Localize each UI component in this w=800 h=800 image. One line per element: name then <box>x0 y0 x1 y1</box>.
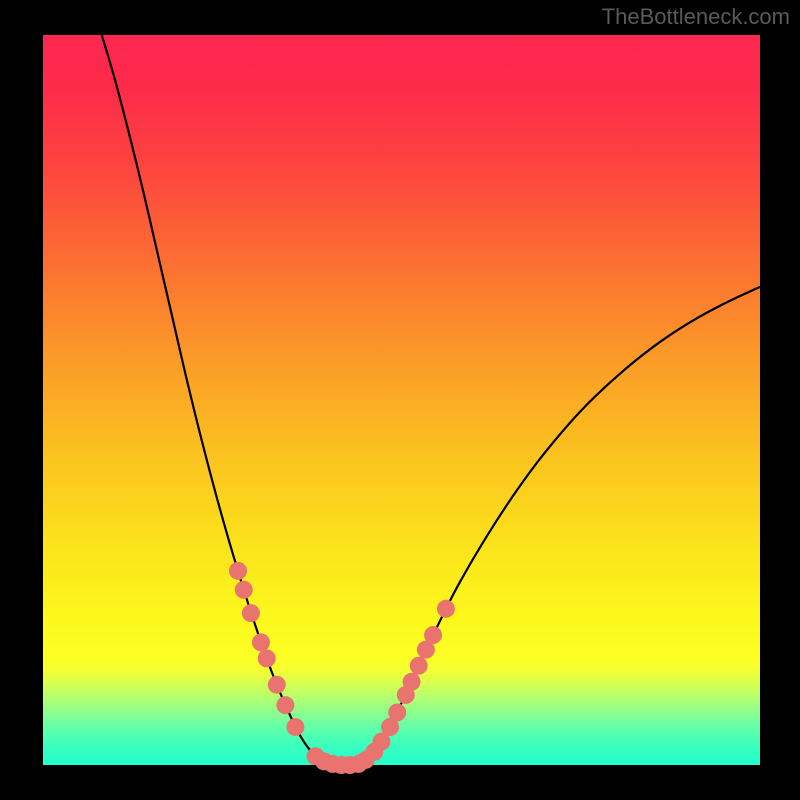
data-marker <box>388 703 406 721</box>
data-marker <box>229 562 247 580</box>
data-marker <box>286 718 304 736</box>
data-marker <box>403 673 421 691</box>
watermark-text: TheBottleneck.com <box>602 4 790 30</box>
data-marker <box>437 600 455 618</box>
data-marker <box>276 696 294 714</box>
data-marker <box>258 649 276 667</box>
data-marker <box>268 676 286 694</box>
data-marker <box>410 657 428 675</box>
data-marker <box>242 604 260 622</box>
data-marker <box>252 633 270 651</box>
chart-svg <box>0 0 800 800</box>
plot-background <box>43 35 760 765</box>
chart-container: TheBottleneck.com <box>0 0 800 800</box>
data-marker <box>235 581 253 599</box>
data-marker <box>424 626 442 644</box>
